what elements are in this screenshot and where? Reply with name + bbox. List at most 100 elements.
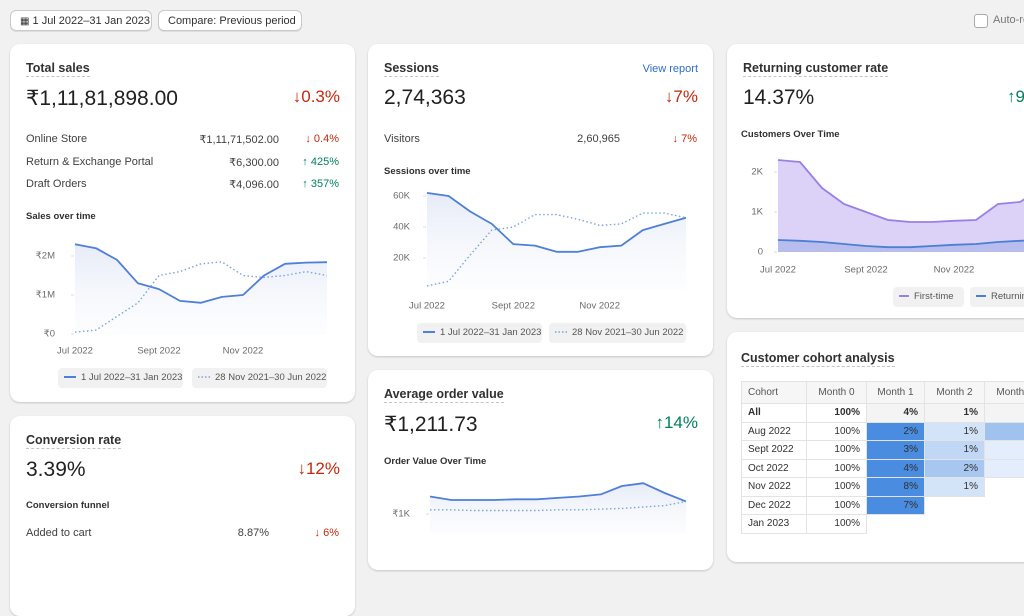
table-cell: 100%: [807, 496, 867, 515]
auto-refresh-label: Auto-refresh: [993, 14, 1024, 26]
row-value: ₹1,11,71,502.00: [199, 133, 279, 146]
metric-value: 14.37%: [743, 86, 814, 110]
table-cell: 100%: [807, 459, 867, 478]
sessions-card: Sessions View report 2,74,363 ↓7% Visito…: [368, 44, 713, 356]
row-change: ↓ 7%: [673, 133, 697, 145]
row-label: Added to cart: [26, 527, 91, 539]
metric-change: ↑14%: [655, 413, 698, 433]
header-cell: Month 2: [925, 382, 985, 404]
legend-label: 28 Nov 2021–30 Jun 2022: [215, 372, 326, 383]
date-range-button[interactable]: ▦ 1 Jul 2022–31 Jan 2023: [10, 10, 152, 31]
table-cell: All: [742, 404, 807, 423]
auto-refresh-checkbox[interactable]: [974, 14, 988, 28]
table-cell: 1%: [985, 422, 1024, 441]
row-change: ↑ 357%: [302, 178, 339, 190]
table-cell: 1%: [985, 404, 1024, 423]
metric-change: ↓12%: [297, 459, 340, 479]
header-cell: Month 3: [985, 382, 1024, 404]
chart-title: Customers Over Time: [741, 129, 840, 140]
row-label: Visitors: [384, 133, 420, 145]
table-cell: Aug 2022: [742, 422, 807, 441]
legend-label: 1 Jul 2022–31 Jan 2023: [81, 372, 182, 383]
table-cell: 2%: [867, 422, 925, 441]
metric-change: ↓7%: [665, 87, 698, 107]
row-change-text: ↑ 357%: [302, 178, 339, 190]
view-report-link[interactable]: View report: [643, 63, 698, 75]
legend-label: 28 Nov 2021–30 Jun 2022: [572, 327, 683, 338]
legend-item: First-time: [893, 287, 964, 307]
aov-card: Average order value ₹1,211.73 ↑14% Order…: [368, 370, 713, 570]
legend-label: 1 Jul 2022–31 Jan 2023: [440, 327, 541, 338]
legend-item: 1 Jul 2022–31 Jan 2023: [417, 323, 542, 343]
legend-item: 28 Nov 2021–30 Jun 2022: [192, 368, 327, 388]
legend-item: 1 Jul 2022–31 Jan 2023: [58, 368, 183, 388]
table-cell: 2%: [925, 459, 985, 478]
row-value: 8.87%: [238, 527, 269, 539]
metric-value: 2,74,363: [384, 86, 466, 110]
table-cell: 4%: [867, 404, 925, 423]
table-cell: 1%: [925, 404, 985, 423]
funnel-title: Conversion funnel: [26, 500, 109, 511]
card-title: Returning customer rate: [743, 61, 888, 77]
row-change-text: ↓ 7%: [673, 133, 697, 145]
compare-button[interactable]: Compare: Previous period: [158, 10, 302, 31]
row-label: Return & Exchange Portal: [26, 156, 153, 168]
row-change-text: ↑ 425%: [302, 156, 339, 168]
page: ▦ 1 Jul 2022–31 Jan 2023 Compare: Previo…: [0, 0, 1024, 534]
table-cell: 100%: [807, 441, 867, 460]
table-cell: 4%: [867, 459, 925, 478]
total-sales-card: Total sales ₹1,11,81,898.00 ↓0.3% Sales …: [10, 44, 355, 402]
date-range: 1 Jul 2022–31 Jan 2023: [33, 15, 150, 27]
header-cell: Month 0: [807, 382, 867, 404]
metric-value: 3.39%: [26, 458, 86, 482]
header-cell: Month 1: [867, 382, 925, 404]
table-cell: Dec 2022: [742, 496, 807, 515]
header-cell: Cohort: [742, 382, 807, 404]
table-cell: 1%: [925, 422, 985, 441]
row-value: ₹6,300.00: [229, 156, 279, 169]
table-cell: 100%: [807, 404, 867, 423]
legend-item: 28 Nov 2021–30 Jun 2022: [549, 323, 686, 343]
table-cell: 1%: [925, 478, 985, 497]
chart-title: Sales over time: [26, 211, 96, 222]
table-cell: 100%: [807, 422, 867, 441]
card-title: Conversion rate: [26, 433, 121, 449]
table-cell: 1%: [925, 441, 985, 460]
card-title: Total sales: [26, 61, 90, 77]
legend-label: Returning: [991, 291, 1024, 302]
metric-value: ₹1,211.73: [384, 412, 478, 437]
row-change-text: ↓ 6%: [315, 527, 339, 539]
chart-title: Order Value Over Time: [384, 456, 486, 467]
row-change: ↓ 6%: [315, 527, 339, 539]
row-value: 2,60,965: [577, 133, 620, 145]
returning-card: Returning customer rate 14.37% ↑9 Custom…: [727, 44, 1024, 318]
row-change: ↓ 0.4%: [305, 133, 339, 145]
table-cell: Nov 2022: [742, 478, 807, 497]
table-cell: 1%: [985, 441, 1024, 460]
compare-label: Compare: Previous period: [168, 15, 296, 27]
conversion-card: Conversion rate 3.39% ↓12% Conversion fu…: [10, 416, 355, 616]
row-change-text: ↓ 0.4%: [305, 133, 339, 145]
metric-value: ₹1,11,81,898.00: [26, 86, 178, 111]
chart-title: Sessions over time: [384, 166, 471, 177]
table-cell: 8%: [867, 478, 925, 497]
metric-change: ↑9: [1007, 87, 1024, 107]
table-cell: Sept 2022: [742, 441, 807, 460]
row-value: ₹4,096.00: [229, 178, 279, 191]
row-change: ↑ 425%: [302, 156, 339, 168]
table-cell: Jan 2023: [742, 515, 807, 534]
card-title: Customer cohort analysis: [741, 351, 895, 367]
metric-change: ↓0.3%: [293, 87, 340, 107]
table-cell: 7%: [867, 496, 925, 515]
table-cell: 100%: [807, 478, 867, 497]
